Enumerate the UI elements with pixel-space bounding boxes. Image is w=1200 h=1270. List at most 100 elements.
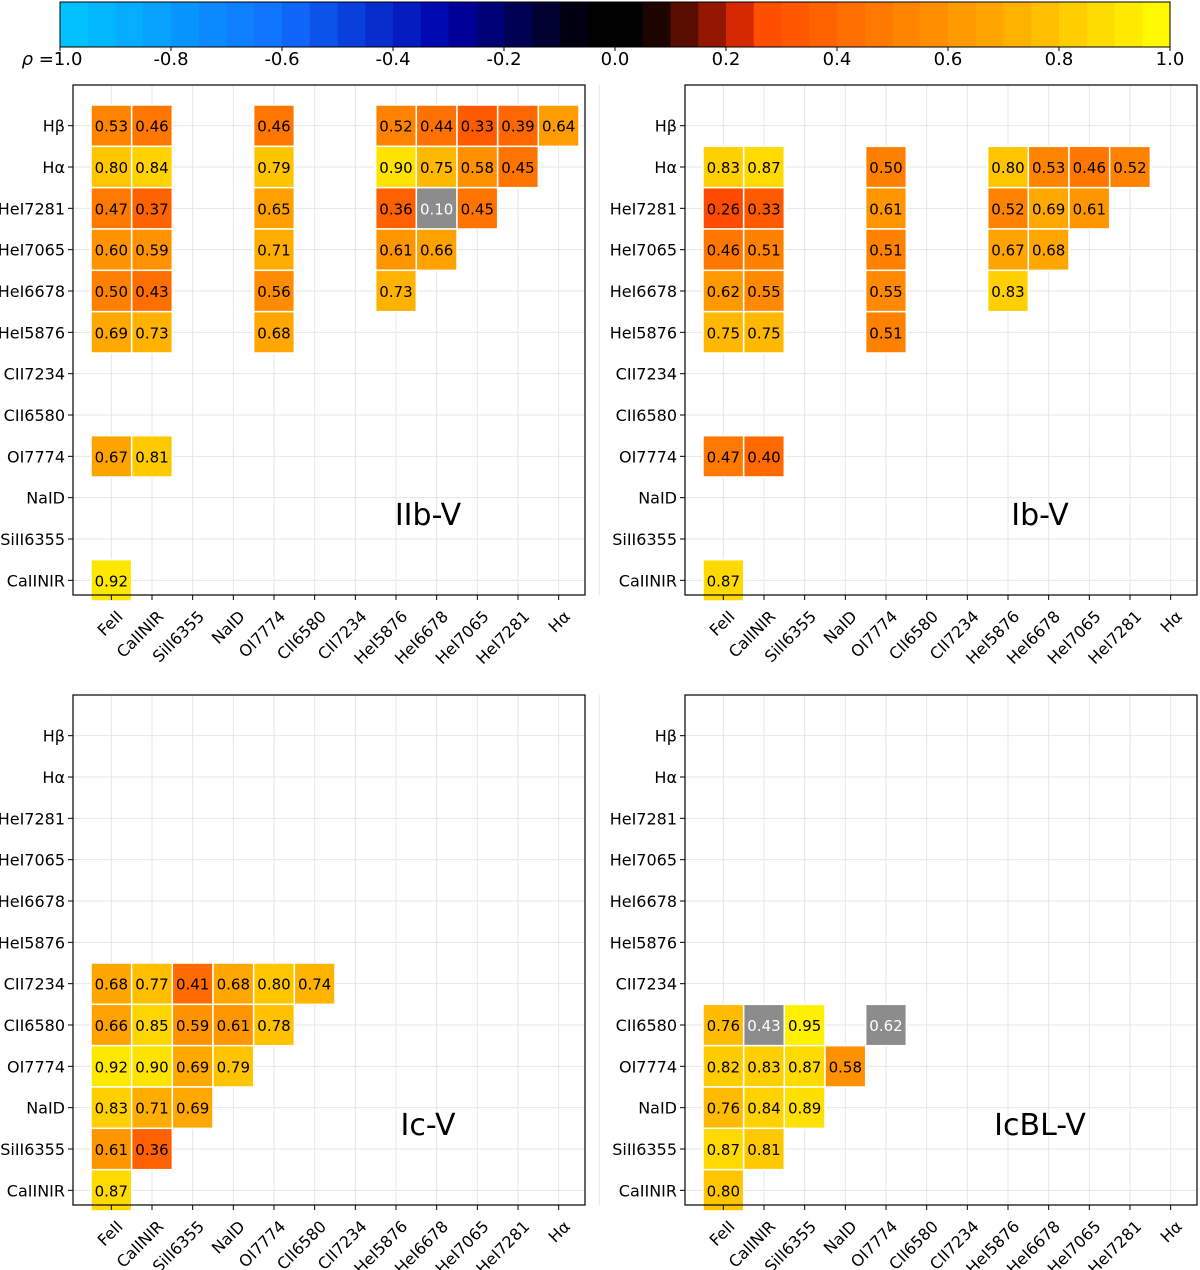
- cell-value-label: 0.69: [176, 1100, 209, 1118]
- cell-value-label: 0.33: [461, 118, 494, 136]
- cell-value-label: 0.87: [707, 572, 740, 590]
- cell-value-label: 0.58: [461, 159, 494, 177]
- heatmap-panel: 0.83 0.87 0.50 0.80 0.53 0.46 0.520.26 0.33 0.61…: [610, 85, 1200, 668]
- colorbar-bin: [1087, 2, 1115, 47]
- cell-value-label: 0.45: [461, 200, 494, 218]
- y-tick-label: HeI7281: [0, 199, 65, 218]
- y-tick-label: HeI7065: [0, 851, 65, 870]
- cell-value-label: 0.81: [135, 448, 168, 466]
- colorbar-bin: [1031, 2, 1059, 47]
- colorbar-bin: [227, 2, 255, 47]
- y-tick-label: SiII6355: [612, 1140, 677, 1159]
- colorbar-bin: [643, 2, 671, 47]
- cell-value-label: 0.44: [420, 118, 453, 136]
- x-tick-label: Hα: [545, 607, 574, 636]
- y-tick-label: HeI7065: [610, 851, 677, 870]
- cell-value-label: 0.92: [95, 1058, 128, 1076]
- colorbar-tick-label: -0.2: [486, 49, 521, 70]
- y-tick-label: HeI5876: [0, 933, 65, 952]
- cell-value-label: 0.77: [135, 976, 168, 994]
- cell-value-label: 0.59: [176, 1017, 209, 1035]
- colorbar-tick-label: -0.8: [153, 49, 188, 70]
- colorbar-bin: [254, 2, 282, 47]
- y-tick-label: CII6580: [4, 1016, 65, 1035]
- colorbar-bin: [893, 2, 921, 47]
- cell-value-label: 0.82: [707, 1058, 740, 1076]
- cell-value-label: 0.46: [135, 118, 168, 136]
- colorbar-tick-label: 0.2: [712, 49, 741, 70]
- heatmap-panel: 0.68 0.77 0.41 0.68 0.80 0.74 0.66 0.85 0.59 0.61…: [0, 695, 599, 1270]
- y-tick-label: CaIINIR: [7, 1181, 65, 1200]
- y-tick-label: SiII6355: [0, 1140, 65, 1159]
- cell-value-label: 0.90: [135, 1058, 168, 1076]
- cell-value-label: 0.74: [298, 976, 331, 994]
- y-tick-label: SiII6355: [0, 530, 65, 549]
- cell-value-label: 0.79: [217, 1058, 250, 1076]
- cell-value-label: 0.46: [707, 242, 740, 260]
- y-tick-label: Hβ: [655, 727, 677, 746]
- cell-value-label: 0.58: [829, 1058, 862, 1076]
- colorbar-bin: [1004, 2, 1032, 47]
- colorbar-bin: [116, 2, 144, 47]
- cell-value-label: 0.84: [135, 159, 168, 177]
- colorbar-bin: [338, 2, 366, 47]
- y-tick-label: HeI7065: [610, 241, 677, 260]
- y-tick-label: CII6580: [4, 406, 65, 425]
- y-tick-label: HeI5876: [610, 933, 677, 952]
- cell-value-label: 0.66: [95, 1017, 128, 1035]
- cell-value-label: 0.51: [747, 242, 780, 260]
- colorbar-bin: [698, 2, 726, 47]
- cell-value-label: 0.90: [379, 159, 412, 177]
- cell-value-label: 0.52: [379, 118, 412, 136]
- cell-value-label: 0.65: [257, 200, 290, 218]
- colorbar-bin: [837, 2, 865, 47]
- cell-value-label: 0.83: [95, 1100, 128, 1118]
- colorbar-bin: [504, 2, 532, 47]
- y-tick-label: NaID: [638, 489, 677, 508]
- cell-value-label: 0.83: [747, 1058, 780, 1076]
- colorbar-tick-label: -0.4: [375, 49, 410, 70]
- cell-value-label: 0.46: [257, 118, 290, 136]
- cell-value-label: 0.87: [788, 1058, 821, 1076]
- colorbar-bin: [754, 2, 782, 47]
- cell-value-label: 0.43: [135, 283, 168, 301]
- cell-value-label: 0.75: [707, 324, 740, 342]
- colorbar-bin: [60, 2, 88, 47]
- colorbar-bin: [532, 2, 560, 47]
- colorbar-bin: [782, 2, 810, 47]
- y-tick-label: NaID: [26, 1099, 65, 1118]
- colorbar-tick-label: -0.6: [264, 49, 299, 70]
- colorbar-bin: [976, 2, 1004, 47]
- cell-value-label: 0.67: [991, 242, 1024, 260]
- y-tick-label: CII6580: [616, 406, 677, 425]
- cell-value-label: 0.55: [869, 283, 902, 301]
- cell-value-label: 0.84: [747, 1100, 780, 1118]
- x-tick-label: Hα: [545, 1217, 574, 1246]
- cell-value-label: 0.47: [707, 448, 740, 466]
- colorbar-bin: [615, 2, 643, 47]
- y-tick-label: Hα: [654, 768, 677, 787]
- cell-value-label: 0.81: [747, 1141, 780, 1159]
- cell-value-label: 0.59: [135, 242, 168, 260]
- cell-value-label: 0.10: [420, 200, 453, 218]
- y-tick-label: HeI6678: [0, 282, 65, 301]
- cell-value-label: 0.78: [257, 1017, 290, 1035]
- colorbar-bin: [587, 2, 615, 47]
- heatmap-panels: 0.53 0.46 0.46 0.52 0.44 0.33 0.39 0.64 0.80 0.84…: [0, 85, 1200, 1270]
- panel-title: Ic-V: [401, 1108, 456, 1143]
- y-tick-label: CII7234: [616, 975, 677, 994]
- y-tick-label: CII7234: [4, 365, 65, 384]
- cell-value-label: 0.71: [257, 242, 290, 260]
- colorbar-bin: [809, 2, 837, 47]
- colorbar-bin: [476, 2, 504, 47]
- cell-value-label: 0.92: [95, 572, 128, 590]
- y-tick-label: CII7234: [616, 365, 677, 384]
- y-tick-label: Hβ: [655, 117, 677, 136]
- colorbar-tick-label: 0.6: [934, 49, 963, 70]
- cell-value-label: 0.62: [869, 1017, 902, 1035]
- cell-value-label: 0.75: [747, 324, 780, 342]
- y-tick-label: CII7234: [4, 975, 65, 994]
- cell-value-label: 0.87: [747, 159, 780, 177]
- colorbar-bin: [171, 2, 199, 47]
- figure: ρ =1.0 -0.8 -0.6 -0.4 -0.2 0.0 0.2 0.4 0.6 0.8 1.0…: [0, 0, 1200, 1270]
